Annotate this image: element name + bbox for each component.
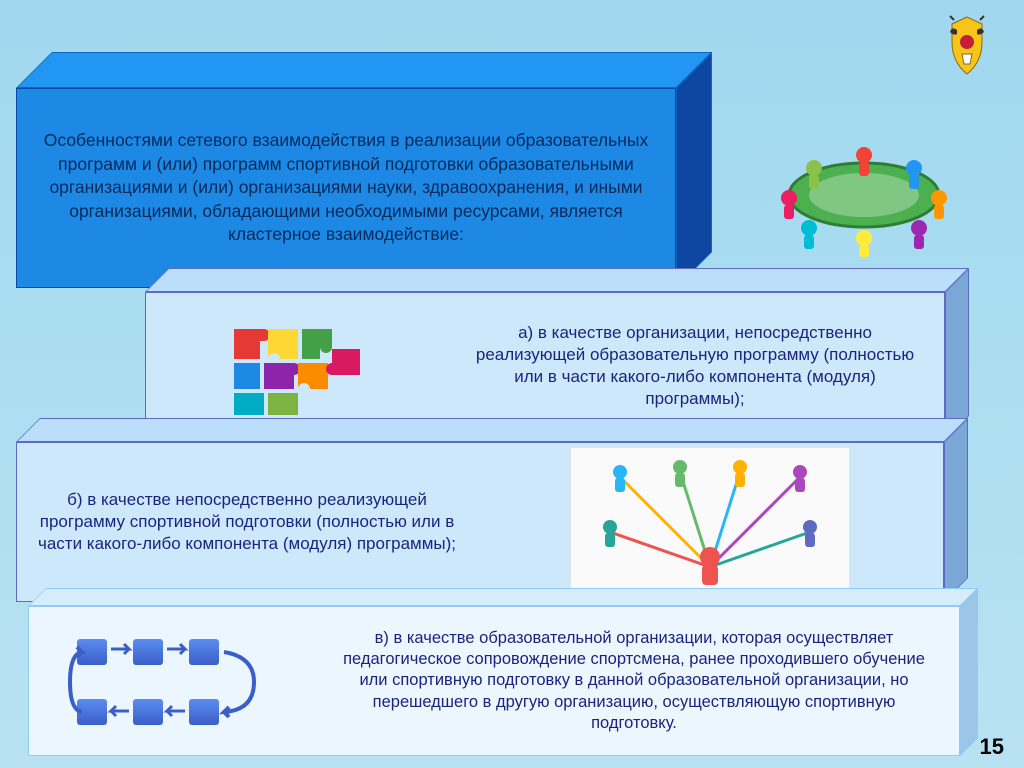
header-text: Особенностями сетевого взаимодействия в … <box>35 129 657 247</box>
panel-a-text: а) в качестве организации, непосредствен… <box>446 316 944 416</box>
people-network-icon <box>477 443 943 601</box>
russian-emblem-icon <box>932 12 1002 82</box>
page-number: 15 <box>980 734 1004 760</box>
process-flow-icon <box>29 607 309 755</box>
panel-b-text: б) в качестве непосредственно реализующе… <box>17 483 477 561</box>
people-round-table-icon <box>754 110 974 260</box>
panel-c-text: в) в качестве образовательной организаци… <box>309 624 959 738</box>
